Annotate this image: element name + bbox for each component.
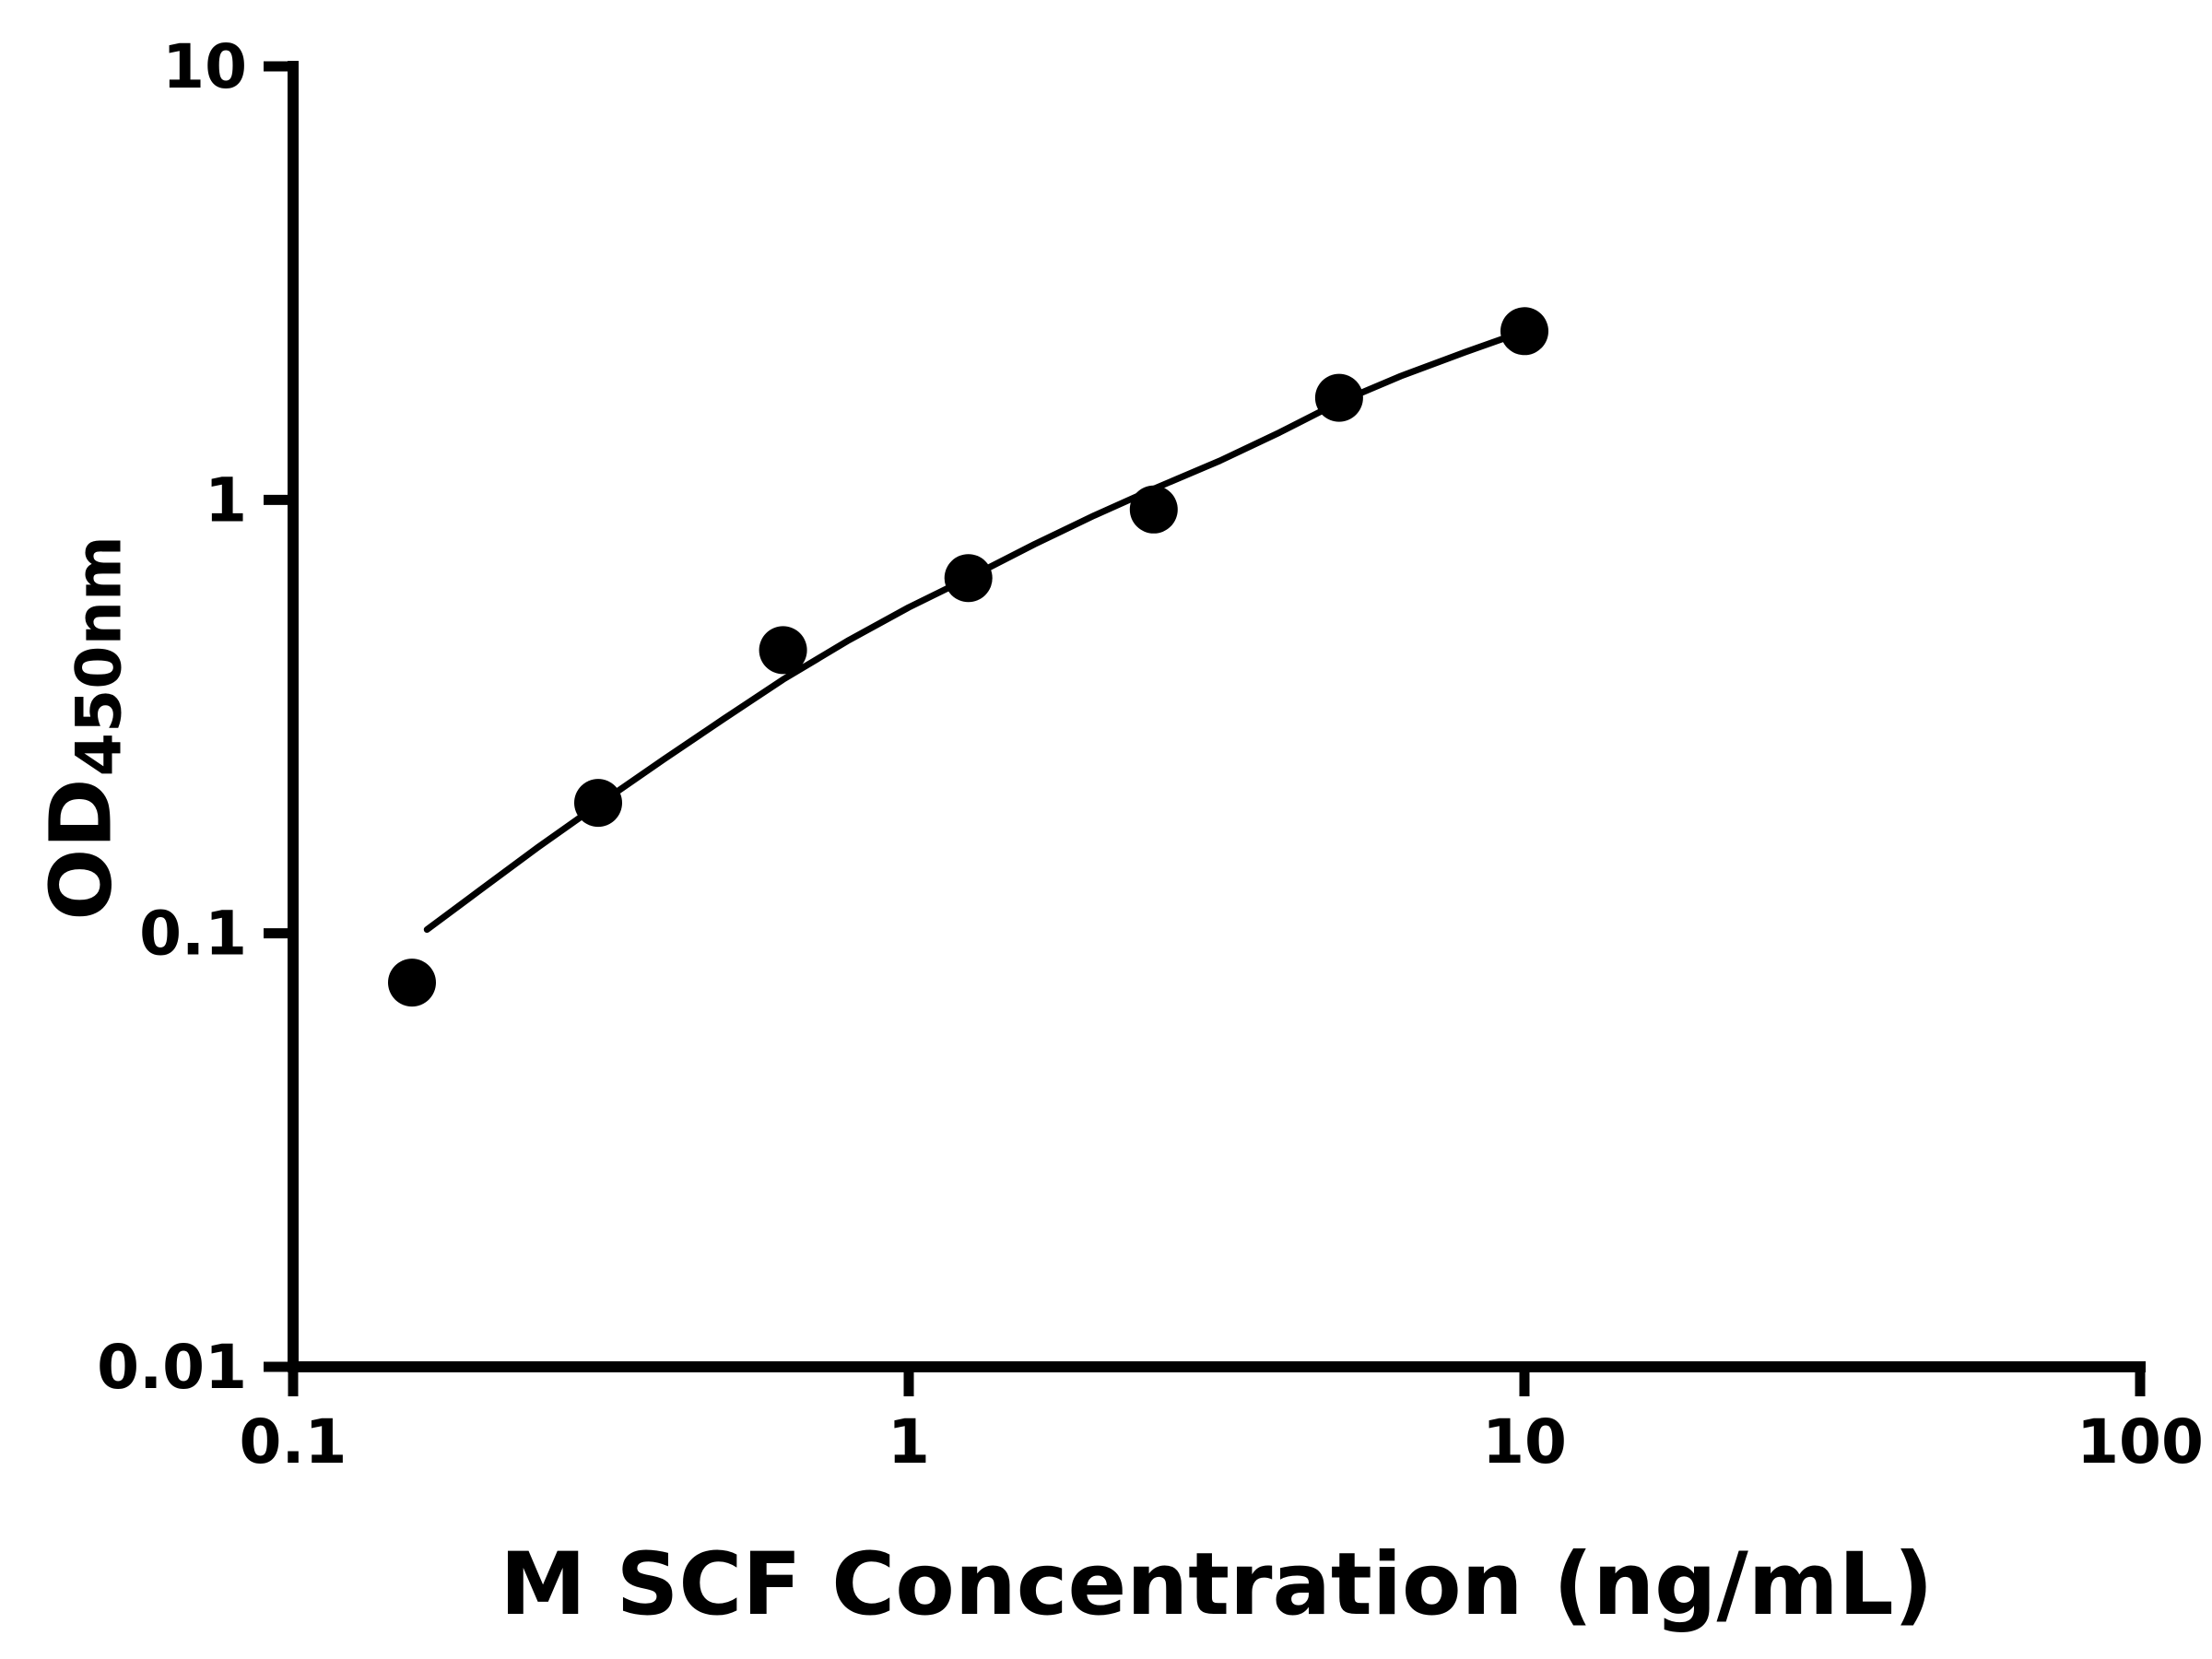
x-axis-tick-label: 0.1 xyxy=(240,1406,347,1477)
y-axis-title-subscript: 450nm xyxy=(63,535,136,777)
y-axis-title-main: OD xyxy=(31,778,131,921)
data-point xyxy=(574,779,622,828)
x-axis-tick-label: 1 xyxy=(888,1406,930,1477)
fit-curve xyxy=(423,327,1528,934)
axis-spines xyxy=(288,61,2146,1372)
y-axis-tick-label: 10 xyxy=(162,31,247,102)
data-point xyxy=(388,959,436,1007)
data-point xyxy=(1500,307,1548,356)
y-axis-title: OD 450nm xyxy=(31,535,136,921)
x-axis-tick-label: 10 xyxy=(1482,1406,1567,1477)
x-axis-title: M SCF Concentration (ng/mL) xyxy=(500,1535,1934,1635)
data-point xyxy=(759,626,807,675)
data-point xyxy=(1314,373,1363,422)
y-axis-tick-label: 0.01 xyxy=(97,1332,247,1403)
y-axis-tick-label: 0.1 xyxy=(139,899,247,970)
data-point xyxy=(944,554,993,603)
x-axis-tick-label: 100 xyxy=(2077,1406,2204,1477)
data-point xyxy=(1129,485,1178,534)
y-axis-tick-label: 1 xyxy=(205,465,247,535)
